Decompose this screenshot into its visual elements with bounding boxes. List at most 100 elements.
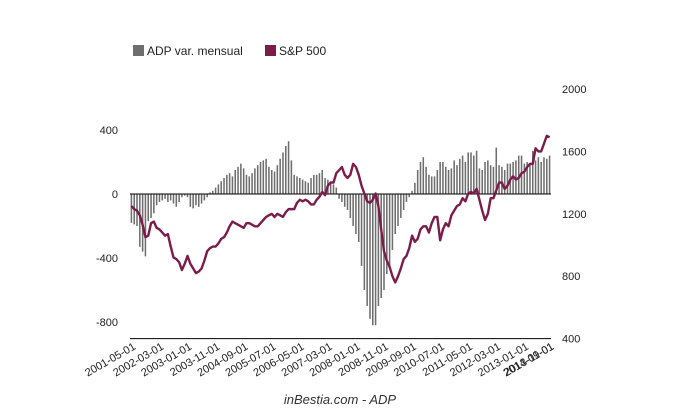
adp-bar [360, 194, 363, 266]
adp-bar [242, 168, 245, 194]
adp-bar [153, 194, 155, 214]
adp-bar [223, 178, 225, 194]
adp-bar [523, 163, 526, 194]
adp-bar [214, 187, 217, 194]
adp-bar [178, 194, 180, 202]
sp500-line-layer [130, 134, 551, 284]
adp-bar [307, 182, 309, 194]
adp-bar [321, 170, 324, 194]
adp-bar [439, 162, 441, 194]
adp-bar [282, 152, 284, 194]
adp-bar [217, 184, 220, 194]
adp-bar [189, 194, 192, 207]
legend-label-adp: ADP var. mensual [147, 44, 243, 58]
legend-swatch-adp [133, 45, 144, 56]
adp-bar [181, 194, 183, 198]
adp-bar [290, 160, 293, 194]
adp-bar [436, 170, 439, 194]
right-tick-label: 2000 [562, 84, 586, 96]
adp-bar [158, 194, 161, 202]
adp-bar [433, 176, 436, 194]
adp-bar [517, 155, 520, 194]
adp-bar [481, 170, 483, 194]
adp-bar [355, 194, 357, 234]
adp-bar [374, 194, 377, 326]
adp-bar [270, 170, 273, 194]
x-axis-ticks: 2001-05-012002-03-012003-01-012003-11-01… [83, 341, 556, 380]
adp-bar [515, 160, 517, 194]
adp-bar [526, 162, 528, 194]
adp-bar [144, 194, 147, 257]
adp-bar [531, 150, 534, 194]
adp-bar [175, 194, 178, 207]
adp-bar [192, 194, 194, 209]
right-tick-label: 1200 [562, 209, 586, 221]
adp-bar [414, 182, 416, 194]
adp-bar [287, 141, 290, 194]
adp-bar [447, 170, 450, 194]
adp-bar [285, 146, 287, 194]
adp-bar [139, 194, 141, 247]
adp-bar [186, 194, 189, 198]
adp-bar [268, 166, 270, 194]
adp-bar [276, 165, 279, 194]
adp-bar [372, 194, 374, 326]
adp-bar [475, 150, 478, 194]
adp-bar [380, 194, 382, 298]
adp-bar [130, 194, 133, 223]
adp-bar [338, 194, 340, 199]
adp-bar [366, 194, 368, 306]
adp-bar [400, 194, 402, 218]
adp-bar [161, 194, 164, 201]
adp-bar [405, 194, 408, 202]
adp-bar [506, 163, 509, 194]
adp-bar [394, 194, 396, 234]
adp-bar [487, 160, 489, 194]
adp-bar [467, 152, 469, 194]
right-tick-label: 1600 [562, 146, 586, 158]
adp-bar [203, 194, 206, 201]
adp-bar [335, 187, 338, 194]
right-tick-label: 800 [562, 271, 580, 283]
adp-bar [388, 194, 391, 266]
adp-bar [164, 194, 166, 199]
adp-bar [248, 176, 251, 194]
adp-bar [422, 157, 425, 194]
adp-bar [450, 168, 453, 194]
adp-bar [212, 190, 214, 194]
adp-bar [369, 194, 371, 319]
adp-bar [543, 157, 545, 194]
legend-swatch-sp500 [265, 45, 276, 56]
right-axis-ticks: 2000 1600 1200 800 400 [562, 84, 586, 346]
adp-bar [473, 155, 475, 194]
adp-bar [228, 173, 231, 194]
adp-bar [349, 194, 352, 218]
adp-bar [430, 176, 433, 194]
left-tick-label: 0 [112, 189, 118, 201]
adp-bar [537, 157, 540, 194]
adp-bar [262, 160, 265, 194]
adp-bar [357, 194, 360, 242]
adp-bar [377, 194, 380, 306]
adp-bar [391, 194, 394, 250]
adp-bar [456, 165, 458, 194]
adp-bar [273, 171, 276, 194]
adp-bar [397, 194, 399, 226]
adp-bar [464, 162, 467, 194]
adp-bar [254, 168, 256, 194]
adp-bar [470, 152, 472, 194]
adp-bar [402, 194, 405, 210]
adp-bar [461, 155, 464, 194]
adp-bar [444, 166, 447, 194]
left-tick-label: -800 [96, 317, 118, 329]
adp-bar [498, 165, 500, 194]
adp-bar [240, 163, 242, 194]
adp-bar [237, 166, 239, 194]
adp-bar [220, 181, 222, 194]
adp-bar [408, 194, 411, 198]
legend-label-sp500: S&P 500 [279, 44, 326, 58]
adp-bar [150, 194, 152, 218]
adp-bar [209, 192, 211, 194]
